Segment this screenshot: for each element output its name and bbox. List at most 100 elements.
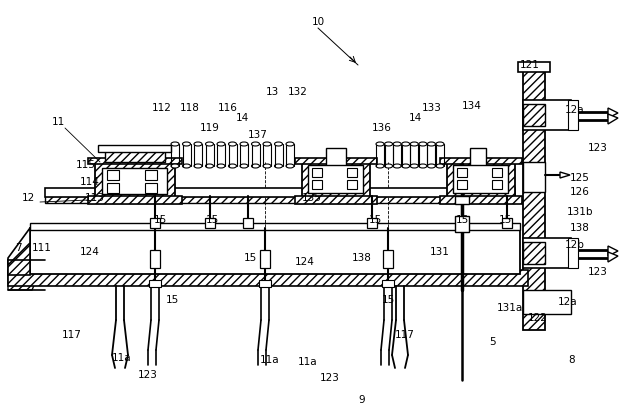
Bar [98, 145, 171, 152]
Polygon shape [608, 252, 618, 262]
Bar [453, 165, 508, 193]
Ellipse shape [385, 142, 392, 146]
Bar [8, 270, 528, 286]
Text: 15: 15 [243, 253, 257, 263]
Polygon shape [560, 172, 570, 178]
Ellipse shape [194, 142, 202, 146]
Ellipse shape [182, 142, 191, 146]
Bar [518, 62, 550, 72]
Text: 135: 135 [302, 193, 322, 203]
Text: 121: 121 [520, 60, 540, 70]
Bar [568, 100, 578, 130]
Polygon shape [608, 108, 618, 118]
Text: 123: 123 [138, 370, 158, 380]
Bar [492, 168, 502, 177]
Bar [102, 168, 167, 194]
Text: 13: 13 [266, 87, 278, 97]
Bar [523, 290, 571, 314]
Text: 117: 117 [62, 330, 82, 340]
Text: 12a: 12a [565, 105, 585, 115]
Text: 136: 136 [372, 123, 392, 133]
Bar [523, 238, 571, 268]
Bar [457, 218, 467, 228]
Ellipse shape [419, 164, 427, 168]
Bar [145, 170, 157, 180]
Bar [243, 218, 253, 228]
Text: 15: 15 [205, 215, 219, 225]
Ellipse shape [402, 142, 410, 146]
Bar [440, 158, 522, 164]
Bar [30, 223, 520, 230]
Text: 12a: 12a [558, 297, 578, 307]
Text: 115: 115 [76, 160, 96, 170]
Text: 124: 124 [80, 247, 100, 257]
Bar [149, 280, 161, 287]
Ellipse shape [228, 164, 237, 168]
Bar [367, 218, 377, 228]
Text: 126: 126 [570, 187, 590, 197]
Text: 131a: 131a [497, 303, 523, 313]
Bar [455, 196, 469, 204]
Bar [492, 180, 502, 189]
Text: 5: 5 [490, 337, 496, 347]
Bar [95, 162, 175, 200]
Text: 7: 7 [15, 243, 21, 253]
Bar [382, 280, 394, 287]
Bar [295, 158, 377, 164]
Bar [107, 170, 119, 180]
Ellipse shape [275, 164, 282, 168]
Ellipse shape [263, 164, 271, 168]
Ellipse shape [205, 142, 214, 146]
Ellipse shape [428, 164, 435, 168]
Text: 138: 138 [352, 253, 372, 263]
Ellipse shape [240, 164, 248, 168]
Bar [107, 183, 119, 193]
Text: 123: 123 [588, 143, 608, 153]
Bar [105, 150, 165, 162]
Bar [88, 196, 182, 204]
Text: 118: 118 [180, 103, 200, 113]
Bar [295, 196, 377, 204]
Bar [30, 228, 520, 274]
Bar [568, 238, 578, 268]
Text: 116: 116 [218, 103, 238, 113]
Bar [457, 180, 467, 189]
Polygon shape [608, 114, 618, 124]
Text: 138: 138 [570, 223, 590, 233]
Text: 119: 119 [200, 123, 220, 133]
Text: 15: 15 [165, 295, 179, 305]
Text: 10: 10 [312, 17, 324, 27]
Text: 123: 123 [320, 373, 340, 383]
Ellipse shape [171, 142, 179, 146]
Ellipse shape [228, 142, 237, 146]
Text: 12b: 12b [565, 240, 585, 250]
Bar [45, 196, 515, 203]
Polygon shape [608, 246, 618, 256]
Bar [347, 180, 357, 189]
Text: 125: 125 [570, 173, 590, 183]
Text: 14: 14 [408, 113, 422, 123]
Ellipse shape [286, 142, 294, 146]
Ellipse shape [217, 142, 225, 146]
Ellipse shape [286, 164, 294, 168]
Ellipse shape [436, 164, 444, 168]
Bar [150, 218, 160, 228]
Ellipse shape [252, 142, 259, 146]
Text: 15: 15 [369, 215, 381, 225]
Text: 123: 123 [588, 267, 608, 277]
Text: 11a: 11a [298, 357, 318, 367]
Text: 133: 133 [422, 103, 442, 113]
Text: 131: 131 [430, 247, 450, 257]
Bar [347, 168, 357, 177]
Bar [312, 180, 322, 189]
Ellipse shape [436, 142, 444, 146]
Bar [205, 218, 215, 228]
Bar [523, 68, 545, 330]
Polygon shape [8, 230, 30, 275]
Ellipse shape [419, 142, 427, 146]
Text: 8: 8 [569, 355, 575, 365]
Bar [470, 148, 486, 166]
Ellipse shape [428, 142, 435, 146]
Text: 132: 132 [288, 87, 308, 97]
Text: 114: 114 [80, 177, 100, 187]
